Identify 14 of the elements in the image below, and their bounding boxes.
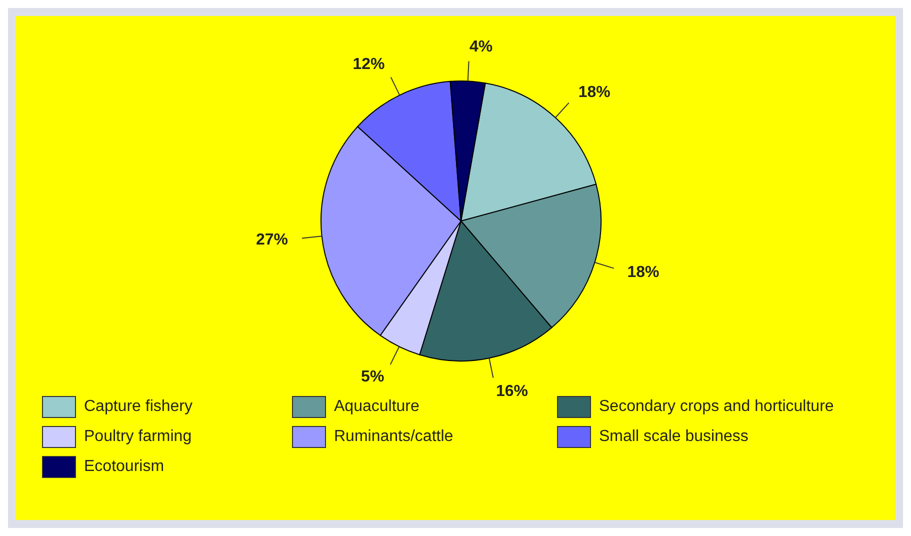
legend-label: Secondary crops and horticulture: [599, 398, 834, 416]
data-label: 18%: [578, 84, 610, 102]
legend-label: Poultry farming: [84, 428, 192, 446]
data-label: 16%: [496, 382, 528, 400]
legend-label: Small scale business: [599, 428, 748, 446]
data-label: 4%: [470, 38, 493, 56]
legend-label: Ecotourism: [84, 458, 164, 476]
data-label: 18%: [627, 264, 660, 281]
legend-label: Ruminants/cattle: [334, 428, 454, 446]
legend-label: Capture fishery: [84, 398, 192, 416]
data-label: 12%: [352, 56, 385, 74]
legend-label: Aquaculture: [334, 398, 420, 416]
data-label: 5%: [361, 368, 384, 386]
data-label: 27%: [256, 231, 288, 248]
